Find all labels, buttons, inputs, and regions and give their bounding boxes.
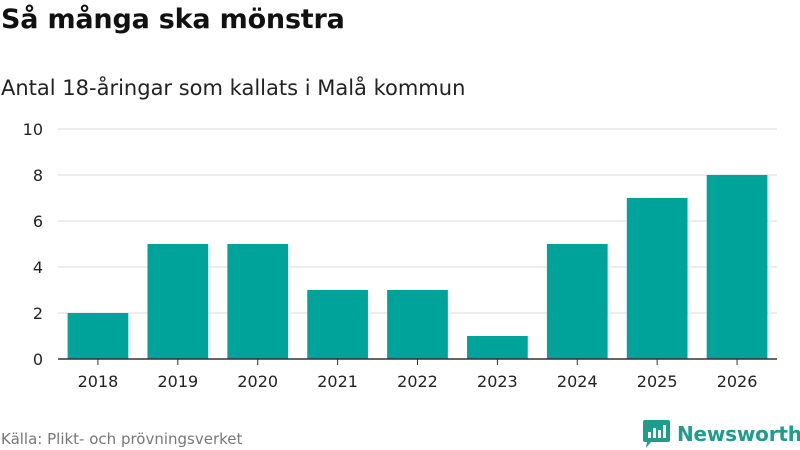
brand-name: Newsworthy xyxy=(677,422,800,446)
bar xyxy=(546,244,608,359)
x-tick-label: 2025 xyxy=(637,372,678,391)
x-tick-label: 2024 xyxy=(557,372,598,391)
x-tick-label: 2019 xyxy=(157,372,198,391)
bar xyxy=(467,336,528,359)
bar xyxy=(706,175,768,359)
x-tick-label: 2022 xyxy=(397,372,438,391)
y-tick-label: 4 xyxy=(33,258,43,277)
brand-logo: Newsworthy xyxy=(643,419,800,449)
axes: 0 2 4 6 8 10 2018 2019 2020 2021 2022 2023 2024 2025 2… xyxy=(23,120,777,391)
chart-title: Så många ska mönstra xyxy=(1,4,345,35)
x-tick-label: 2026 xyxy=(717,372,758,391)
bar xyxy=(67,313,129,359)
bar xyxy=(307,290,368,359)
newsworthy-logo-icon xyxy=(643,420,670,448)
bar xyxy=(387,290,448,359)
bar-chart: 0 2 4 6 8 10 2018 2019 2020 2021 2022 2023 2024 2025 2… xyxy=(23,120,777,391)
bar xyxy=(626,198,688,359)
source-note: Källa: Plikt- och prövningsverket xyxy=(1,430,243,448)
chart-subtitle: Antal 18-åringar som kallats i Malå komm… xyxy=(1,76,466,100)
y-tick-label: 8 xyxy=(33,166,43,185)
y-tick-label: 10 xyxy=(23,120,43,139)
bar xyxy=(147,244,209,359)
y-tick-label: 6 xyxy=(33,212,43,231)
y-tick-label: 2 xyxy=(33,304,43,323)
y-tick-label: 0 xyxy=(33,350,43,369)
x-tick-label: 2020 xyxy=(237,372,278,391)
bars xyxy=(67,175,768,359)
bar xyxy=(227,244,289,359)
x-tick-label: 2021 xyxy=(317,372,358,391)
x-tick-label: 2018 xyxy=(78,372,119,391)
x-tick-label: 2023 xyxy=(477,372,518,391)
